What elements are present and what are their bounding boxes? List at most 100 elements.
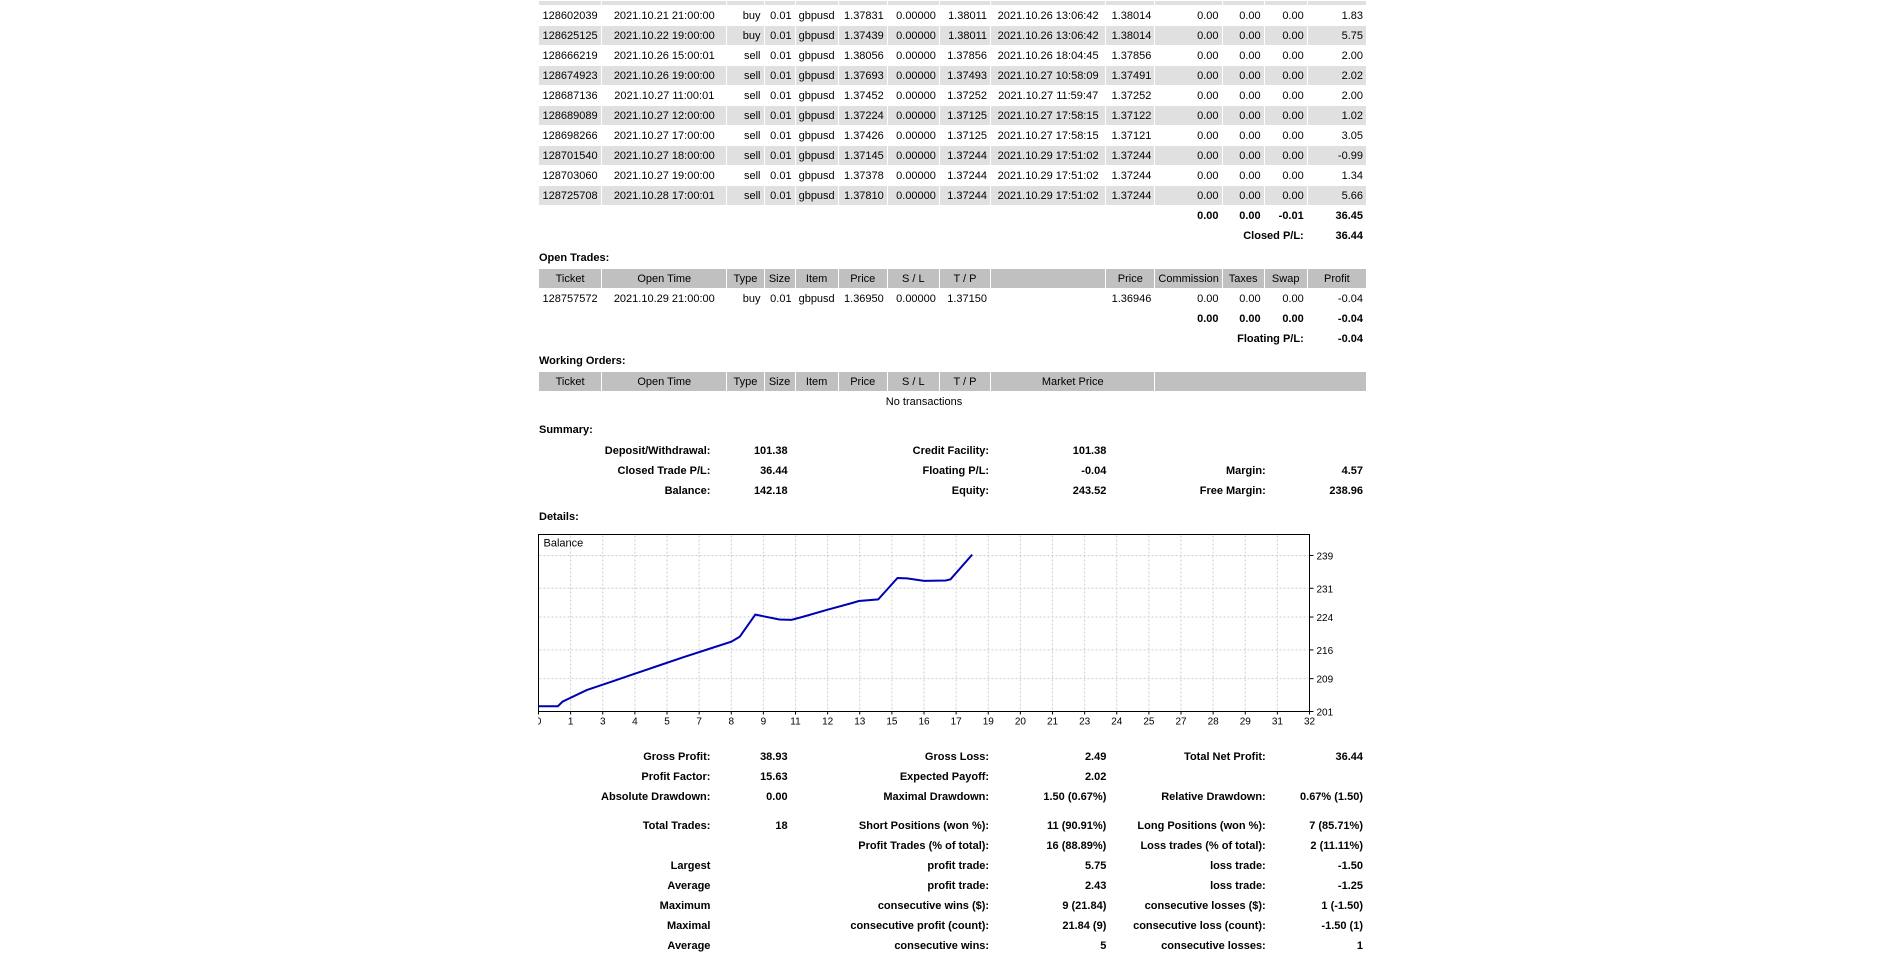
x-axis-label: 3 xyxy=(600,717,606,728)
cell: gbpusd xyxy=(795,186,838,205)
cell: 0.00 xyxy=(1197,129,1219,142)
cell: 2021.10.21 21:00:00 xyxy=(613,9,715,22)
y-axis-label: 201 xyxy=(1317,708,1334,719)
cell: 1.37831 xyxy=(844,9,884,22)
cell: 128666219 xyxy=(542,49,598,62)
stat-value: 101.38 xyxy=(753,444,788,457)
total-cell: 36.45 xyxy=(1335,209,1363,222)
cell xyxy=(838,1,887,5)
stat-value: 238.96 xyxy=(1329,484,1363,497)
cell: 0.00000 xyxy=(887,186,939,205)
cell: gbpusd xyxy=(798,292,835,305)
cell xyxy=(887,1,939,5)
cell: 0.00000 xyxy=(896,169,936,182)
cell: 0.00 xyxy=(1155,66,1222,85)
total-cell: -0.04 xyxy=(1337,312,1363,325)
cell: sell xyxy=(727,186,764,205)
stat-label: Relative Drawdown: xyxy=(1161,790,1266,803)
stat-label: Profit Trades (% of total): xyxy=(858,839,990,852)
cell: 0.00 xyxy=(1155,26,1222,45)
x-axis-label: 28 xyxy=(1208,717,1220,728)
cell: 3.05 xyxy=(1341,129,1363,142)
column-header: Price xyxy=(1106,269,1155,288)
stat-value: -0.04 xyxy=(1081,464,1107,477)
x-axis-label: 16 xyxy=(918,717,930,728)
stat-value: 0.67% (1.50) xyxy=(1300,790,1363,803)
cell: 0.00 xyxy=(1264,26,1307,45)
stat-label: Long Positions (won %): xyxy=(1137,819,1266,832)
column-header: Item xyxy=(795,269,838,288)
column-header: T / P xyxy=(939,269,991,288)
stat-value: 5.75 xyxy=(1084,859,1107,872)
stat-row: Maximum consecutive wins ($): 9 (21.84) con… xyxy=(539,896,1366,915)
total-cell: 0.00 xyxy=(1239,209,1261,222)
cell: 1.36950 xyxy=(844,292,884,305)
stat-value: 101.38 xyxy=(1072,444,1107,457)
cell: -0.04 xyxy=(1337,292,1363,305)
table-row: 128757572 2021.10.29 21:00:00 buy 0.01 gbpus… xyxy=(539,289,1366,308)
stat-value: 21.84 (9) xyxy=(1062,919,1107,932)
cell: 2021.10.26 19:00:00 xyxy=(602,66,727,85)
table-row: 128698266 2021.10.27 17:00:00 sell 0.01 gbpu… xyxy=(539,126,1366,145)
cell: 2021.10.29 17:51:02 xyxy=(991,186,1106,205)
column-header: S / L xyxy=(887,269,939,288)
cell: 1.37125 xyxy=(939,106,991,125)
cell: 0.00 xyxy=(1264,106,1307,125)
cell: 0.00000 xyxy=(896,49,936,62)
cell xyxy=(539,309,1154,328)
stat-value: 36.44 xyxy=(760,464,788,477)
cell: gbpusd xyxy=(795,26,838,45)
stat-value: 2 (11.11%) xyxy=(1310,839,1363,852)
cell: 1.37452 xyxy=(844,89,884,102)
open-trades-title: Open Trades: xyxy=(539,252,610,264)
cell: 0.00000 xyxy=(896,292,936,305)
total-cell: -0.01 xyxy=(1278,209,1304,222)
stat-label: Margin: xyxy=(1226,464,1266,477)
x-axis-label: 0 xyxy=(538,717,542,728)
x-axis-label: 24 xyxy=(1111,717,1123,728)
stat-row: Deposit/Withdrawal: 101.38 Credit Facility… xyxy=(539,441,1366,460)
cell: 0.00 xyxy=(1282,169,1304,182)
x-axis-label: 31 xyxy=(1272,717,1284,728)
x-axis-label: 8 xyxy=(728,717,734,728)
cell: 128698266 xyxy=(542,129,598,142)
column-header: Type xyxy=(727,372,764,391)
stat-value: 18 xyxy=(775,819,788,832)
cell: 1.37244 xyxy=(939,146,991,165)
cell: 2021.10.29 21:00:00 xyxy=(613,292,715,305)
stat-label: Absolute Drawdown: xyxy=(601,790,711,803)
stat-label: Largest xyxy=(670,859,711,872)
chart-legend-balance: Balance xyxy=(544,538,584,550)
cell: gbpusd xyxy=(798,129,835,142)
stat-label: Closed Trade P/L: xyxy=(617,464,711,477)
cell: 1.37378 xyxy=(844,169,884,182)
cell: gbpusd xyxy=(798,49,835,62)
details-title: Details: xyxy=(539,511,579,523)
cell: 0.00 xyxy=(1222,186,1264,205)
cell: 1.34 xyxy=(1341,169,1363,182)
total-cell: 0.00 xyxy=(1239,312,1261,325)
cell: 0.00 xyxy=(1155,106,1222,125)
stat-value: 1.50 (0.67%) xyxy=(1043,790,1107,803)
cell: 1.37252 xyxy=(1111,89,1152,102)
column-header: Taxes xyxy=(1222,269,1264,288)
stat-value: 1 xyxy=(1356,939,1363,952)
column-header: Price xyxy=(838,269,887,288)
cell: sell xyxy=(744,49,761,62)
cell: 1.37491 xyxy=(1106,66,1155,85)
cell: 2.00 xyxy=(1341,49,1363,62)
x-axis-label: 12 xyxy=(822,717,834,728)
x-axis-label: 20 xyxy=(1015,717,1027,728)
cell: 0.00 xyxy=(1239,49,1261,62)
stat-label: Equity: xyxy=(951,484,990,497)
stat-value: 36.44 xyxy=(1335,750,1363,763)
total-cell: 0.00 xyxy=(1197,312,1219,325)
stat-value: 2.02 xyxy=(1084,770,1107,783)
cell: 128687136 xyxy=(542,89,598,102)
cell: 2021.10.27 12:00:00 xyxy=(602,106,727,125)
stat-label: Loss trades (% of total): xyxy=(1140,839,1266,852)
cell: 0.00000 xyxy=(887,106,939,125)
cell: gbpusd xyxy=(795,106,838,125)
